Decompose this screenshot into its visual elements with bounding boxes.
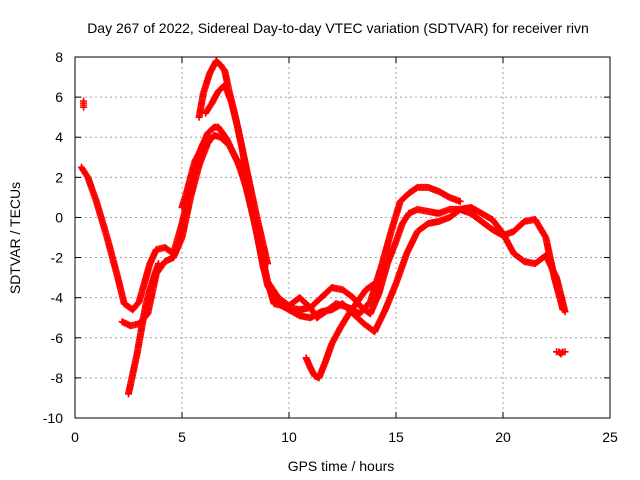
x-tick-label: 25 [602,429,618,445]
y-tick-label: -2 [51,250,64,266]
x-tick-label: 10 [281,429,297,445]
y-tick-label: 0 [55,209,63,225]
series-track-5 [125,260,162,398]
y-axis-ticks: -10 -8 -6 -4 -2 0 2 4 6 8 [43,49,610,426]
plot-frame [74,56,611,419]
x-tick-label: 5 [178,429,186,445]
data-point [154,260,162,268]
y-tick-label: 4 [55,129,63,145]
y-axis-label: SDTVAR / TECUs [7,182,23,294]
chart-title: Day 267 of 2022, Sidereal Day-to-day VTE… [87,20,589,36]
data-series [77,57,569,398]
y-tick-label: -4 [51,290,64,306]
x-tick-label: 15 [388,429,404,445]
x-axis-label: GPS time / hours [288,458,395,474]
data-point [561,348,569,356]
y-tick-label: -10 [43,410,63,426]
grid-lines [75,57,610,418]
y-tick-label: -6 [51,330,64,346]
x-tick-label: 20 [495,429,511,445]
series-track-4 [202,81,272,268]
series-track-8 [80,97,88,111]
series-track-6 [302,278,385,382]
data-point [80,97,88,105]
data-point [203,136,211,144]
y-tick-label: 6 [55,89,63,105]
y-tick-label: 8 [55,49,63,65]
data-point [264,260,272,268]
y-tick-label: 2 [55,169,63,185]
x-axis-ticks: 0 5 10 15 20 25 [71,57,618,445]
series-track-9 [178,135,212,211]
data-point [377,278,385,286]
data-point [561,308,569,316]
x-tick-label: 0 [71,429,79,445]
data-point [558,349,566,357]
data-point [204,135,212,143]
series-track-7 [553,348,569,358]
data-point [456,197,464,205]
y-tick-label: -8 [51,370,64,386]
